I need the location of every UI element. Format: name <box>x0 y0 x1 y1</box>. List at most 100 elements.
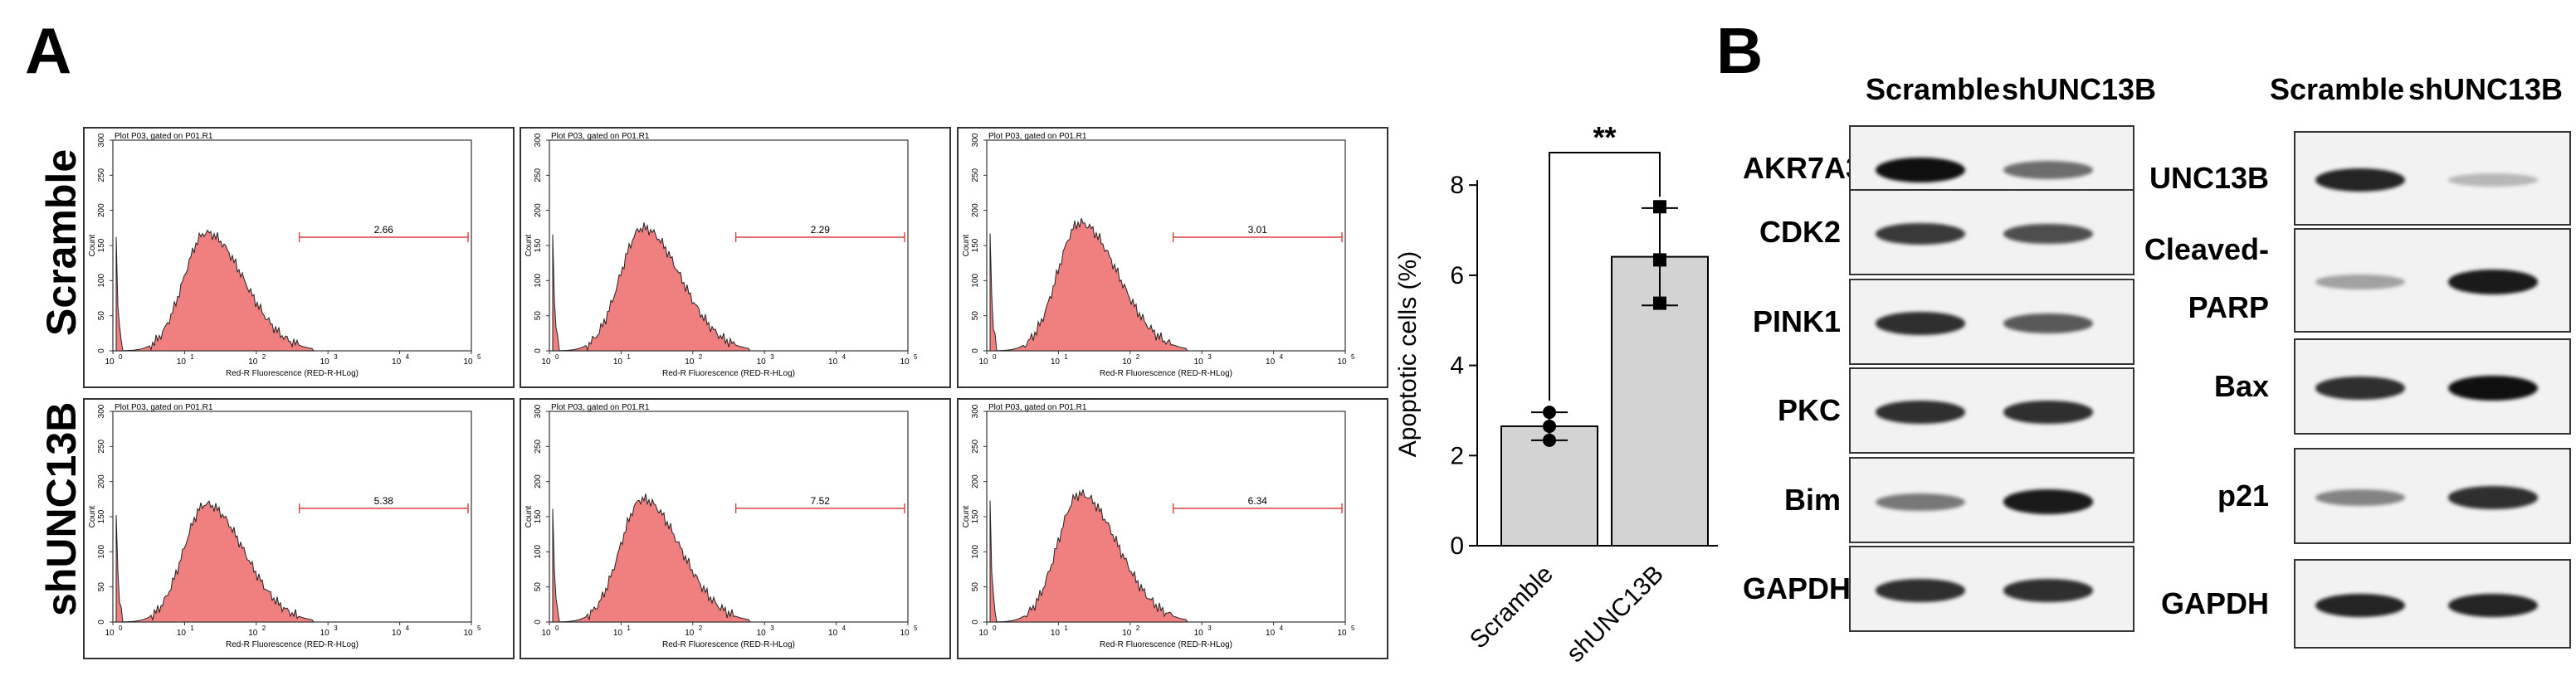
blot-strip <box>1849 367 2134 454</box>
histogram <box>552 493 751 623</box>
histogram <box>115 500 315 623</box>
blot-band <box>2448 270 2538 294</box>
x-tick-label: 10 <box>757 629 767 638</box>
y-axis-label: Count <box>524 234 534 256</box>
y-tick-label: 200 <box>534 203 543 217</box>
x-tick-exponent: 4 <box>406 625 410 632</box>
data-point-circle <box>1543 406 1556 420</box>
x-tick-exponent: 4 <box>842 353 846 361</box>
x-tick-exponent: 3 <box>334 625 338 632</box>
x-tick-label: 10 <box>105 357 115 367</box>
x-tick-label: 10 <box>1051 357 1061 367</box>
blot-band <box>2448 376 2538 401</box>
x-tick-label: 10 <box>757 357 767 367</box>
blot-band <box>2448 593 2538 618</box>
y-tick-label: 150 <box>97 238 106 252</box>
x-tick-exponent: 4 <box>1280 625 1284 632</box>
bar-y-axis-label: Apoptotic cells (%) <box>1394 251 1422 457</box>
y-tick-label: 250 <box>534 440 543 454</box>
y-tick-label: 100 <box>971 545 980 559</box>
y-tick-label: 200 <box>971 474 980 488</box>
blot-band <box>2003 313 2093 333</box>
y-tick-label: 100 <box>97 545 106 559</box>
blot-band <box>1876 222 1965 245</box>
blot-label-line1: Cleaved- <box>2144 232 2269 266</box>
x-tick-exponent: 1 <box>1064 625 1068 632</box>
blot-label-pkc: PKC <box>1777 393 1841 427</box>
blot-header-shunc13b: shUNC13B <box>2002 72 2157 106</box>
y-axis-label: Count <box>88 234 97 256</box>
blot-label-p21: p21 <box>2217 479 2269 513</box>
x-tick-label: 10 <box>1337 357 1347 367</box>
x-tick-exponent: 1 <box>190 353 194 361</box>
y-tick-label: 150 <box>534 509 543 523</box>
panel-a-letter: A <box>25 14 72 87</box>
y-tick-label: 50 <box>971 311 980 321</box>
flow-plot-frame <box>986 139 1346 352</box>
blot-strip <box>1849 189 2134 275</box>
flow-plot-title: Plot P03, gated on P01.R1 <box>115 403 213 412</box>
x-tick-exponent: 2 <box>262 625 266 632</box>
x-tick-label: 10 <box>392 629 402 638</box>
data-point-square <box>1653 253 1666 267</box>
y-tick-label: 150 <box>97 509 106 523</box>
blot-header-scramble: Scramble <box>1866 72 2001 106</box>
x-tick-label: 10 <box>541 629 551 638</box>
x-tick-label: 10 <box>463 357 473 367</box>
bar-y-tick-label: 8 <box>1450 172 1464 199</box>
y-tick-label: 50 <box>534 311 543 321</box>
flow-plot-frame <box>986 411 1346 623</box>
y-axis-label: Count <box>524 505 534 527</box>
blot-band <box>2003 223 2093 245</box>
data-point-circle <box>1543 419 1556 433</box>
blot-strip <box>1849 546 2134 632</box>
histogram <box>989 489 1188 623</box>
blot-band <box>2003 161 2093 179</box>
bar-y-tick-label: 6 <box>1450 262 1464 289</box>
blot-band <box>2003 579 2093 602</box>
x-tick-exponent: 0 <box>555 625 559 632</box>
x-tick-exponent: 0 <box>993 353 997 361</box>
x-tick-exponent: 5 <box>914 353 918 361</box>
y-axis-label: Count <box>88 505 97 527</box>
y-tick-label: 50 <box>534 582 543 592</box>
x-tick-exponent: 2 <box>699 625 703 632</box>
y-tick-label: 100 <box>97 274 106 288</box>
x-tick-exponent: 3 <box>770 353 774 361</box>
blots-left: Scramble shUNC13B AKR7A3 CDK2 PINK1 PKC Bim GAP… <box>1743 66 2174 647</box>
x-tick-label: 10 <box>248 629 258 638</box>
x-tick-label: 10 <box>978 629 988 638</box>
x-tick-label: 10 <box>613 629 623 638</box>
gate-percentage: 2.29 <box>811 224 831 236</box>
x-tick-label: 10 <box>320 629 330 638</box>
x-tick-exponent: 3 <box>334 353 338 361</box>
flow-plot-svg: Plot P03, gated on P01.R1050100150200250… <box>962 403 1355 649</box>
x-tick-label: 10 <box>1122 629 1132 638</box>
x-tick-label: 10 <box>1337 629 1347 638</box>
y-tick-label: 0 <box>97 620 106 625</box>
x-tick-label: 10 <box>392 357 402 367</box>
data-point-square <box>1653 200 1666 214</box>
y-axis-label: Count <box>962 234 971 256</box>
panel-b-letter: B <box>1716 14 1764 87</box>
gate-percentage: 7.52 <box>811 495 831 507</box>
y-tick-label: 300 <box>971 133 980 147</box>
x-axis-label: Red-R Fluorescence (RED-R-HLog) <box>1100 640 1232 649</box>
x-tick-exponent: 1 <box>627 353 631 361</box>
blot-label-line2: PARP <box>2188 290 2269 324</box>
y-tick-label: 100 <box>971 274 980 288</box>
blot-label-unc13b: UNC13B <box>2149 161 2269 195</box>
flow-plot-title: Plot P03, gated on P01.R1 <box>988 403 1087 412</box>
x-tick-label: 10 <box>900 357 910 367</box>
flow-plot-shunc13b-2: Plot P03, gated on P01.R1 0 50 100 150 200 250… <box>520 398 951 659</box>
x-tick-exponent: 5 <box>914 625 918 632</box>
x-tick-exponent: 2 <box>1136 625 1140 632</box>
x-tick-exponent: 4 <box>1280 353 1284 361</box>
x-tick-exponent: 0 <box>119 353 123 361</box>
data-point-circle <box>1543 433 1556 447</box>
flow-plot-title: Plot P03, gated on P01.R1 <box>988 132 1087 141</box>
blot-header-scramble: Scramble <box>2270 72 2405 106</box>
gate-percentage: 5.38 <box>374 495 394 507</box>
y-tick-label: 0 <box>534 620 543 625</box>
significance-bracket <box>1549 152 1661 401</box>
